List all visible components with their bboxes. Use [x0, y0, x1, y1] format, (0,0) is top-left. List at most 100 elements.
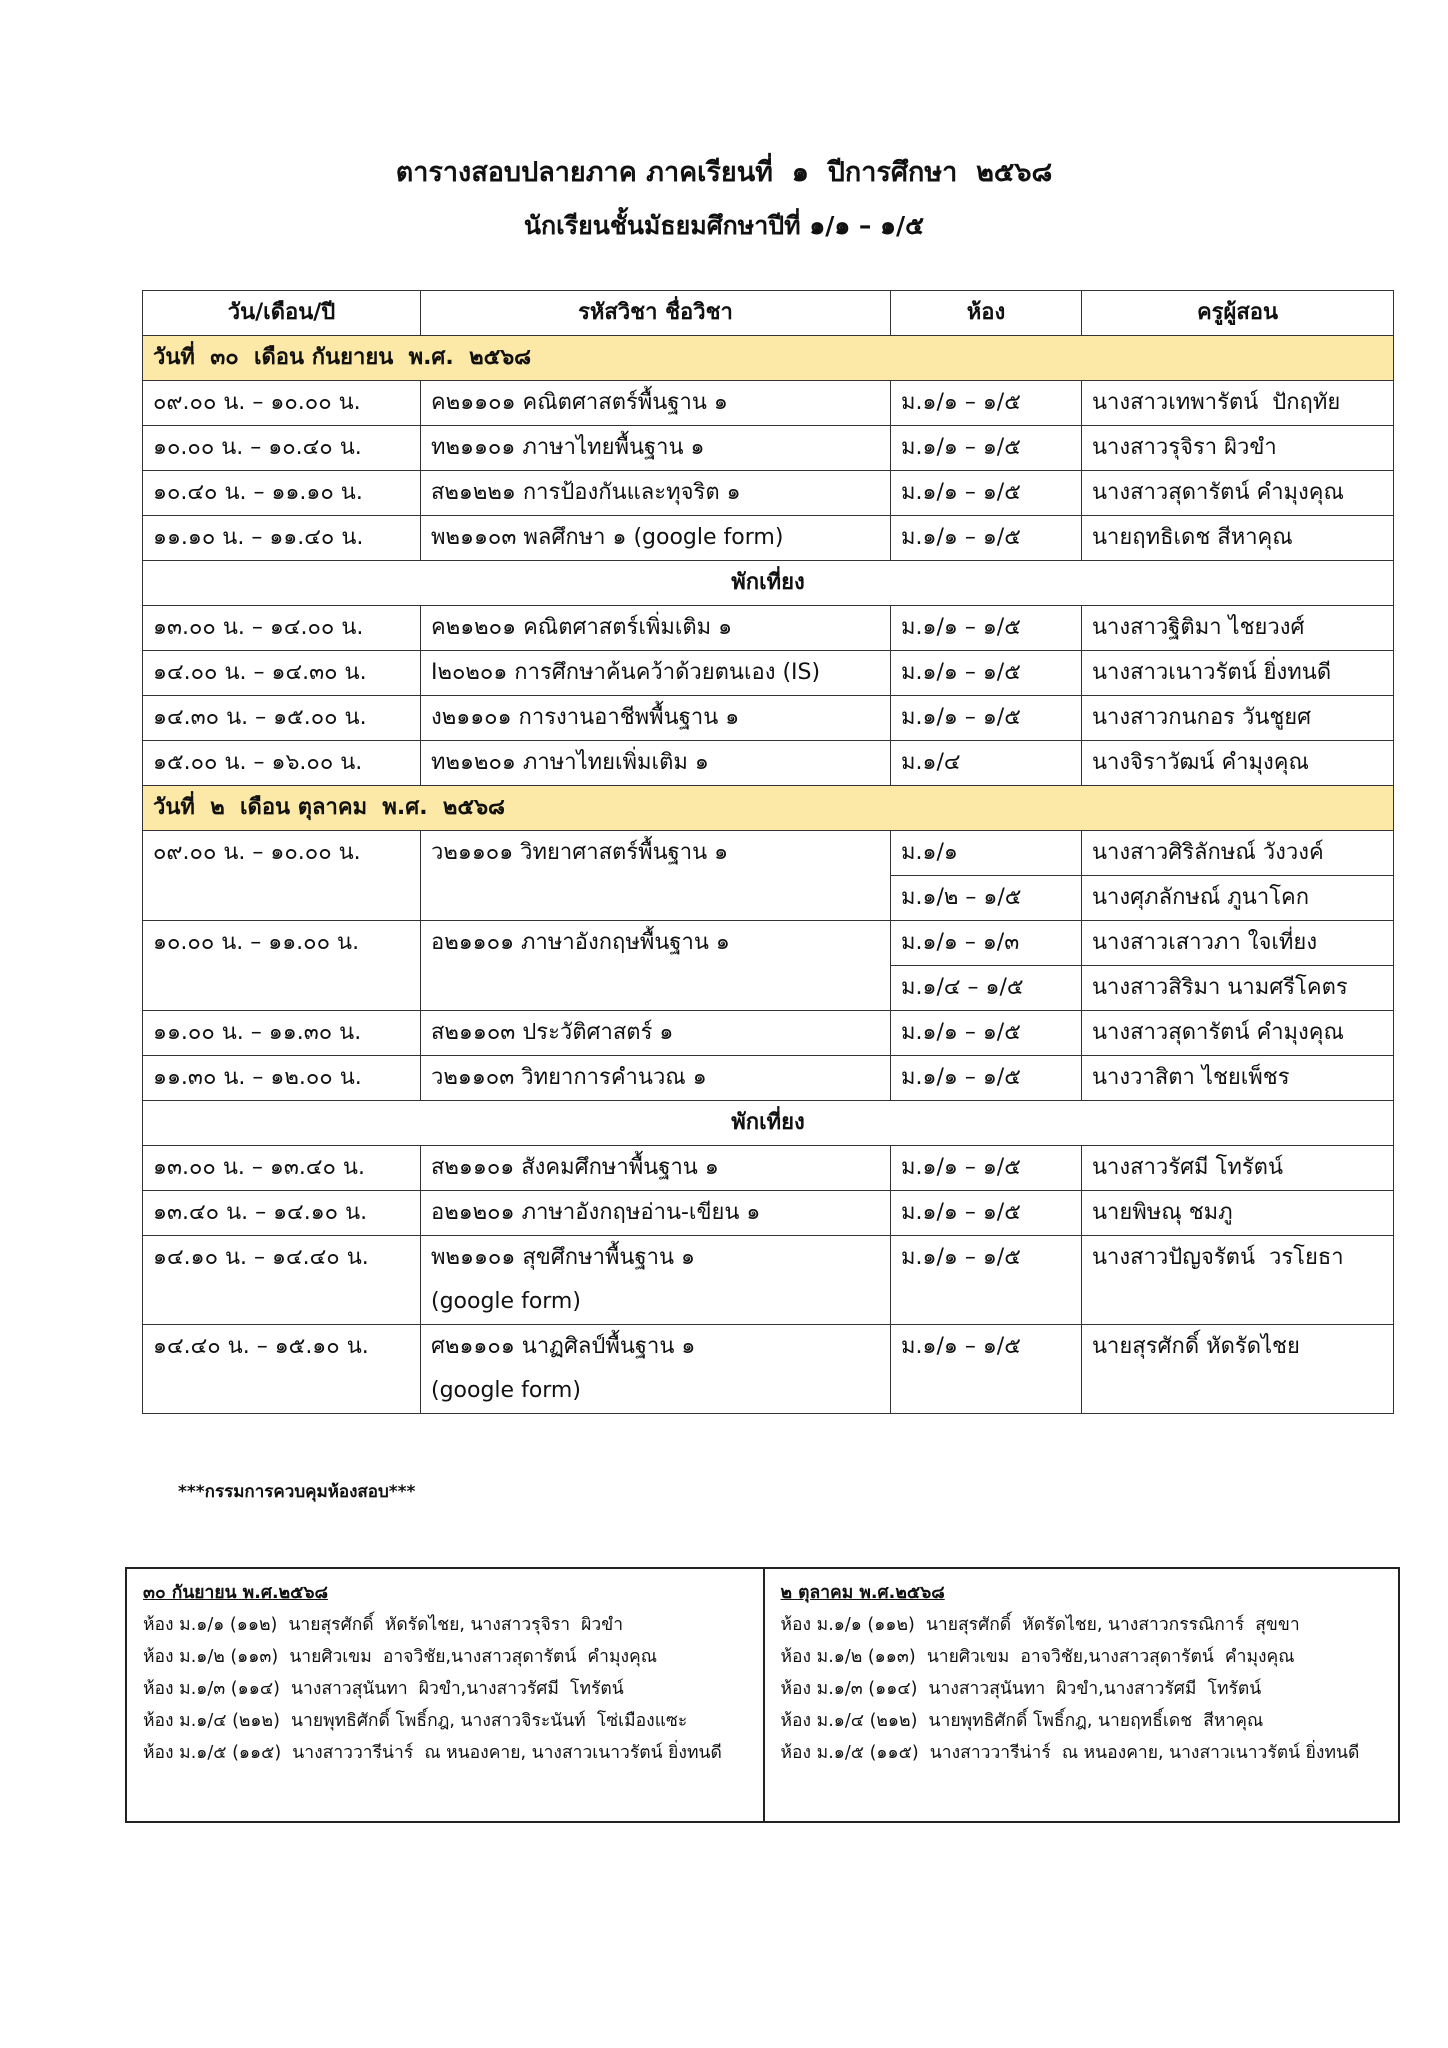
- committee-date: ๓๐ กันยายน พ.ศ.๒๕๖๘: [143, 1583, 329, 1603]
- title: ตารางสอบปลายภาค ภาคเรียนที่ ๑ ปีการศึกษา…: [395, 157, 1053, 188]
- subject: ท๒๑๑๐๑ ภาษาไทยพื้นฐาน ๑: [420, 425, 891, 471]
- room: ม.๑/๑: [890, 830, 1082, 876]
- day-label: วันที่ ๓๐ เดือน กันยายน พ.ศ. ๒๕๖๘: [142, 335, 1394, 381]
- committee-line: ห้อง ม.๑/๓ (๑๑๔) นางสาวสุนันทา ผิวขำ,นาง…: [143, 1679, 624, 1699]
- subject: ส๒๑๑๐๑ สังคมศึกษาพื้นฐาน ๑: [420, 1145, 891, 1191]
- exam-row: ๑๐.๐๐ น. – ๑๑.๐๐ น. อ๒๑๑๐๑ ภาษาอังกฤษพื้น…: [142, 920, 1394, 1011]
- teacher: นายพิษณุ ชมภู: [1081, 1190, 1394, 1236]
- subject-name: ค๒๑๑๐๑ คณิตศาสตร์พื้นฐาน ๑: [431, 390, 728, 415]
- subject-name: อ๒๑๑๐๑ ภาษาอังกฤษพื้นฐาน ๑: [431, 930, 730, 955]
- room: ม.๑/๑ – ๑/๕: [890, 1235, 1082, 1325]
- room: ม.๑/๑ – ๑/๕: [890, 470, 1082, 516]
- room: ม.๑/๑ – ๑/๕: [890, 1145, 1082, 1191]
- teacher: นางสาวเทพารัตน์ ปักฤทัย: [1081, 380, 1394, 426]
- day-label: วันที่ ๒ เดือน ตุลาคม พ.ศ. ๒๕๖๘: [142, 785, 1394, 831]
- time: ๑๐.๔๐ น. – ๑๑.๑๐ น.: [142, 470, 421, 516]
- committee-date: ๒ ตุลาคม พ.ศ.๒๕๖๘: [780, 1583, 945, 1603]
- room: ม.๑/๑ – ๑/๕: [890, 1055, 1082, 1101]
- time: ๑๑.๑๐ น. – ๑๑.๔๐ น.: [142, 515, 421, 561]
- teacher: นางสาวสุดารัตน์ คำมุงคุณ: [1081, 470, 1394, 516]
- break-label: พักเที่ยง: [142, 560, 1394, 606]
- teacher: นางสาวเนาวรัตน์ ยิ่งทนดี: [1081, 650, 1394, 696]
- exam-row: ๑๔.๔๐ น. – ๑๕.๑๐ น. ศ๒๑๑๐๑ นาฏศิลป์พื้นฐา…: [142, 1324, 1394, 1414]
- teacher: นางสาวเสาวภา ใจเที่ยง: [1081, 920, 1394, 966]
- column-header: รหัสวิชา ชื่อวิชา: [420, 290, 891, 336]
- time: ๑๑.๐๐ น. – ๑๑.๓๐ น.: [142, 1010, 421, 1056]
- teacher: นางสาวสิริมา นามศรีโคตร: [1081, 965, 1394, 1011]
- exam-row: ๑๔.๓๐ น. – ๑๕.๐๐ น. ง๒๑๑๐๑ การงานอาชีพพื้…: [142, 695, 1394, 741]
- exam-subrow: ม.๑/๒ – ๑/๕ นางศุภลักษณ์ ภูนาโคก: [143, 875, 1394, 921]
- teacher: นางศุภลักษณ์ ภูนาโคก: [1081, 875, 1394, 921]
- teacher: นางสาวปัญจรัตน์ วรโยธา: [1081, 1235, 1394, 1325]
- time: ๑๔.๓๐ น. – ๑๕.๐๐ น.: [142, 695, 421, 741]
- room: ม.๑/๑ – ๑/๕: [890, 1010, 1082, 1056]
- time: ๑๔.๑๐ น. – ๑๔.๔๐ น.: [142, 1235, 421, 1325]
- committee-column: ๓๐ กันยายน พ.ศ.๒๕๖๘ ห้อง ม.๑/๑ (๑๑๒) นายส…: [127, 1569, 763, 1821]
- subject: อ๒๑๑๐๑ ภาษาอังกฤษพื้นฐาน ๑: [420, 920, 891, 1011]
- time: ๑๑.๓๐ น. – ๑๒.๐๐ น.: [142, 1055, 421, 1101]
- subject-name: ศ๒๑๑๐๑ นาฏศิลป์พื้นฐาน ๑: [431, 1334, 696, 1359]
- day-row: วันที่ ๒ เดือน ตุลาคม พ.ศ. ๒๕๖๘: [142, 785, 1394, 831]
- teacher: นางวาสิตา ไชยเพ็ชร: [1081, 1055, 1394, 1101]
- time: ๑๓.๐๐ น. – ๑๓.๔๐ น.: [142, 1145, 421, 1191]
- exam-row: ๑๑.๓๐ น. – ๑๒.๐๐ น. ว๒๑๑๐๓ วิทยาการคำนวณ …: [142, 1055, 1394, 1101]
- room: ม.๑/๑ – ๑/๕: [890, 515, 1082, 561]
- committee-line: ห้อง ม.๑/๔ (๒๑๒) นายพุทธิศักดิ์ โพธิ์กฎ,…: [780, 1711, 1264, 1731]
- subject-name: ส๒๑๒๒๑ การป้องกันและทุจริต ๑: [431, 480, 741, 505]
- committee-line: ห้อง ม.๑/๕ (๑๑๕) นางสาววารีน่าร์ ณ หนองค…: [143, 1743, 722, 1763]
- break-row: พักเที่ยง: [142, 560, 1394, 606]
- committee-line: ห้อง ม.๑/๕ (๑๑๕) นางสาววารีน่าร์ ณ หนองค…: [780, 1743, 1360, 1763]
- table-body: วัน/เดือน/ปี รหัสวิชา ชื่อวิชา ห้อง ครูผู้ส…: [142, 290, 1394, 1414]
- exam-row: ๑๔.๑๐ น. – ๑๔.๔๐ น. พ๒๑๑๐๑ สุขศึกษาพื้นฐา…: [142, 1235, 1394, 1325]
- teacher: นางสาวรัศมี โทรัตน์: [1081, 1145, 1394, 1191]
- exam-row: ๑๔.๐๐ น. – ๑๔.๓๐ น. I๒๐๒๐๑ การศึกษาค้นคว้…: [142, 650, 1394, 696]
- room: ม.๑/๑ – ๑/๕: [890, 695, 1082, 741]
- time: ๑๔.๔๐ น. – ๑๕.๑๐ น.: [142, 1324, 421, 1414]
- exam-row: ๑๕.๐๐ น. – ๑๖.๐๐ น. ท๒๑๒๐๑ ภาษาไทยเพิ่มเต…: [142, 740, 1394, 786]
- subject-name: ท๒๑๑๐๑ ภาษาไทยพื้นฐาน ๑: [431, 435, 705, 460]
- room: ม.๑/๑ – ๑/๕: [890, 650, 1082, 696]
- exam-row: ๑๑.๐๐ น. – ๑๑.๓๐ น. ส๒๑๑๐๓ ประวัติศาสตร์ …: [142, 1010, 1394, 1056]
- time: ๑๐.๐๐ น. – ๑๑.๐๐ น.: [142, 920, 421, 1011]
- time: ๑๕.๐๐ น. – ๑๖.๐๐ น.: [142, 740, 421, 786]
- subject-name: ค๒๑๒๐๑ คณิตศาสตร์เพิ่มเติม ๑: [431, 615, 733, 640]
- time: ๑๓.๔๐ น. – ๑๔.๑๐ น.: [142, 1190, 421, 1236]
- exam-row: ๑๐.๐๐ น. – ๑๐.๔๐ น. ท๒๑๑๐๑ ภาษาไทยพื้นฐาน…: [142, 425, 1394, 471]
- subject: อ๒๑๒๐๑ ภาษาอังกฤษอ่าน-เขียน ๑: [420, 1190, 891, 1236]
- teacher: นางสาวสุดารัตน์ คำมุงคุณ: [1081, 1010, 1394, 1056]
- subject-name: ท๒๑๒๐๑ ภาษาไทยเพิ่มเติม ๑: [431, 750, 709, 775]
- exam-subrow: ม.๑/๔ – ๑/๕ นางสาวสิริมา นามศรีโคตร: [143, 965, 1394, 1011]
- subject-name: พ๒๑๑๐๓ พลศึกษา ๑ (google form): [431, 525, 784, 550]
- room: ม.๑/๑ – ๑/๕: [890, 605, 1082, 651]
- teacher: นายสุรศักดิ์ หัดรัดไชย: [1081, 1324, 1394, 1414]
- subject: ส๒๑๑๐๓ ประวัติศาสตร์ ๑: [420, 1010, 891, 1056]
- subject-name: ง๒๑๑๐๑ การงานอาชีพพื้นฐาน ๑: [431, 705, 740, 730]
- column-header: ครูผู้สอน: [1081, 290, 1394, 336]
- subject-name: อ๒๑๒๐๑ ภาษาอังกฤษอ่าน-เขียน ๑: [431, 1200, 761, 1225]
- room: ม.๑/๑ – ๑/๓: [890, 920, 1082, 966]
- exam-row: ๑๓.๐๐ น. – ๑๔.๐๐ น. ค๒๑๒๐๑ คณิตศาสตร์เพิ่…: [142, 605, 1394, 651]
- exam-row: ๑๐.๔๐ น. – ๑๑.๑๐ น. ส๒๑๒๒๑ การป้องกันและท…: [142, 470, 1394, 516]
- subject-name: ว๒๑๑๐๑ วิทยาศาสตร์พื้นฐาน ๑: [431, 840, 729, 865]
- subject: ท๒๑๒๐๑ ภาษาไทยเพิ่มเติม ๑: [420, 740, 891, 786]
- exam-table: วัน/เดือน/ปี รหัสวิชา ชื่อวิชา ห้อง ครูผู้ส…: [142, 290, 1394, 1414]
- subject: ค๒๑๒๐๑ คณิตศาสตร์เพิ่มเติม ๑: [420, 605, 891, 651]
- time: ๐๙.๐๐ น. – ๑๐.๐๐ น.: [142, 380, 421, 426]
- room: ม.๑/๑ – ๑/๕: [890, 380, 1082, 426]
- break-label: พักเที่ยง: [142, 1100, 1394, 1146]
- committee-column: ๒ ตุลาคม พ.ศ.๒๕๖๘ ห้อง ม.๑/๑ (๑๑๒) นายสุร…: [762, 1569, 1399, 1821]
- subject-name: I๒๐๒๐๑ การศึกษาค้นคว้าด้วยตนเอง (IS): [431, 660, 821, 685]
- time: ๑๓.๐๐ น. – ๑๔.๐๐ น.: [142, 605, 421, 651]
- subject: ค๒๑๑๐๑ คณิตศาสตร์พื้นฐาน ๑: [420, 380, 891, 426]
- subject-name: ส๒๑๑๐๑ สังคมศึกษาพื้นฐาน ๑: [431, 1155, 719, 1180]
- teacher: นางสาวกนกอร วันชูยศ: [1081, 695, 1394, 741]
- day-row: วันที่ ๓๐ เดือน กันยายน พ.ศ. ๒๕๖๘: [142, 335, 1394, 381]
- time: ๑๔.๐๐ น. – ๑๔.๓๐ น.: [142, 650, 421, 696]
- subtitle: นักเรียนชั้นมัธยมศึกษาปีที่ ๑/๑ – ๑/๕: [523, 211, 925, 240]
- time: ๑๐.๐๐ น. – ๑๐.๔๐ น.: [142, 425, 421, 471]
- teacher: นางสาวฐิติมา ไชยวงศ์: [1081, 605, 1394, 651]
- break-row: พักเที่ยง: [142, 1100, 1394, 1146]
- committee-line: ห้อง ม.๑/๔ (๒๑๒) นายพุทธิศักดิ์ โพธิ์กฎ,…: [143, 1711, 688, 1731]
- subject: ส๒๑๒๒๑ การป้องกันและทุจริต ๑: [420, 470, 891, 516]
